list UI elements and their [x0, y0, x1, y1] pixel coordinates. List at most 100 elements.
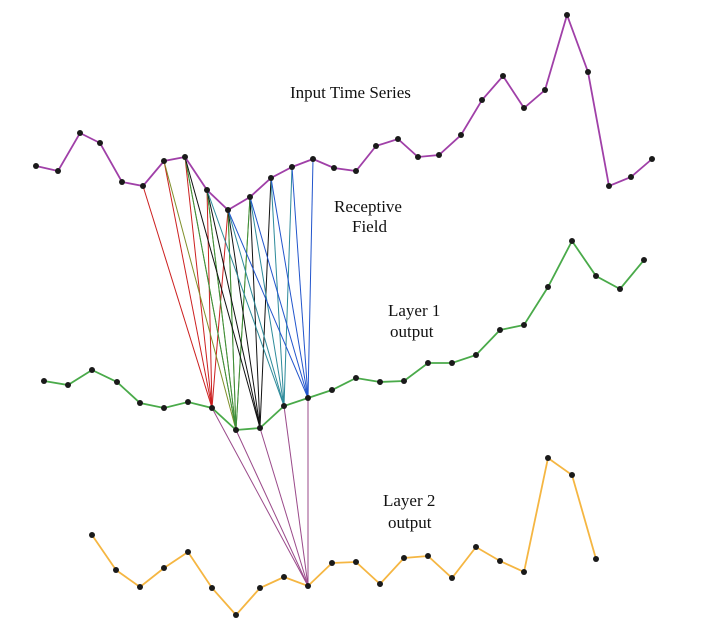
input-series-point: [500, 73, 506, 79]
receptive-connector: [184, 156, 261, 429]
layer1-series-point: [257, 425, 263, 431]
layer1-series-point: [41, 378, 47, 384]
input-series-point: [182, 154, 188, 160]
layer1-series-line: [43, 239, 645, 431]
input-series-point: [97, 140, 103, 146]
receptive-connector: [184, 156, 213, 409]
input-time-series: [33, 12, 655, 213]
receptive-connector: [259, 177, 272, 429]
input-series-point: [204, 187, 210, 193]
input-series-point: [585, 69, 591, 75]
layer2-series-point: [329, 560, 335, 566]
input-series-point: [161, 158, 167, 164]
layer2-connector: [283, 405, 309, 587]
layer1-series-point: [521, 322, 527, 328]
input-series-point: [458, 132, 464, 138]
receptive-field-label-line1: Receptive: [334, 197, 402, 216]
input-series-point: [479, 97, 485, 103]
layer1-series-point: [65, 382, 71, 388]
layer2-series-point: [425, 553, 431, 559]
receptive-connector: [227, 209, 285, 407]
layer2-series-point: [353, 559, 359, 565]
input-series-point: [353, 168, 359, 174]
receptive-connector: [227, 209, 261, 429]
layer1-series-point: [281, 403, 287, 409]
layer1-series-point: [233, 427, 239, 433]
input-series-point: [247, 194, 253, 200]
input-series-point: [564, 12, 570, 18]
receptive-connector: [206, 189, 213, 409]
receptive-connector: [249, 196, 309, 399]
layer1-series-point: [593, 273, 599, 279]
layer2-label-line2: output: [388, 513, 432, 532]
input-series-point: [310, 156, 316, 162]
layer1-series-point: [401, 378, 407, 384]
input-series-point: [331, 165, 337, 171]
receptive-connector: [206, 189, 285, 407]
layer1-series-point: [545, 284, 551, 290]
input-series-point: [140, 183, 146, 189]
layer1-series-point: [209, 405, 215, 411]
layer2-series-point: [305, 583, 311, 589]
layer1-series-point: [137, 400, 143, 406]
layer2-series-point: [377, 581, 383, 587]
layer2-series-point: [497, 558, 503, 564]
input-series-point: [628, 174, 634, 180]
layer1-series-point: [377, 379, 383, 385]
layer1-output-series: [41, 238, 647, 433]
layer1-series-point: [185, 399, 191, 405]
layer2-output-series: [89, 455, 599, 618]
layer2-series-point: [233, 612, 239, 618]
input-series-line: [35, 12, 653, 212]
layer1-label-line2: output: [390, 322, 434, 341]
layer2-series-point: [137, 584, 143, 590]
layer2-series-point: [449, 575, 455, 581]
layer1-series-point: [329, 387, 335, 393]
input-series-point: [119, 179, 125, 185]
receptive-connector: [163, 160, 237, 431]
layer2-connector: [211, 407, 309, 587]
receptive-connector: [270, 177, 309, 399]
receptive-connector: [291, 166, 309, 399]
receptive-connector: [206, 189, 237, 431]
input-series-point: [395, 136, 401, 142]
layer1-series-point: [161, 405, 167, 411]
layer1-series-point: [569, 238, 575, 244]
receptive-connector: [227, 209, 237, 431]
layer1-series-point: [89, 367, 95, 373]
input-series-point: [542, 87, 548, 93]
input-series-point: [55, 168, 61, 174]
input-series-point: [225, 207, 231, 213]
input-series-point: [268, 175, 274, 181]
input-series-point: [373, 143, 379, 149]
layer2-series-point: [545, 455, 551, 461]
layer2-series-point: [257, 585, 263, 591]
layer1-series-point: [425, 360, 431, 366]
layer2-series-point: [593, 556, 599, 562]
layer1-series-point: [353, 375, 359, 381]
input-series-point: [436, 152, 442, 158]
layer2-series-point: [161, 565, 167, 571]
receptive-field-label-line2: Field: [352, 217, 387, 236]
input-series-point: [649, 156, 655, 162]
layer1-series-point: [617, 286, 623, 292]
receptive-connector: [283, 166, 293, 407]
input-series-point: [415, 154, 421, 160]
receptive-connector: [184, 156, 237, 431]
layer2-series-point: [89, 532, 95, 538]
receptive-connector: [206, 189, 261, 429]
layer1-series-point: [305, 395, 311, 401]
input-series-point: [33, 163, 39, 169]
layer2-series-point: [473, 544, 479, 550]
layer1-series-point: [473, 352, 479, 358]
layer2-series-point: [281, 574, 287, 580]
layer2-series-point: [113, 567, 119, 573]
layer2-connector: [235, 429, 309, 587]
layer1-series-point: [114, 379, 120, 385]
layer2-series-point: [569, 472, 575, 478]
layer2-series-point: [185, 549, 191, 555]
receptive-connector: [163, 160, 213, 409]
input-series-point: [521, 105, 527, 111]
layer1-series-point: [641, 257, 647, 263]
layer2-label-line1: Layer 2: [383, 491, 435, 510]
